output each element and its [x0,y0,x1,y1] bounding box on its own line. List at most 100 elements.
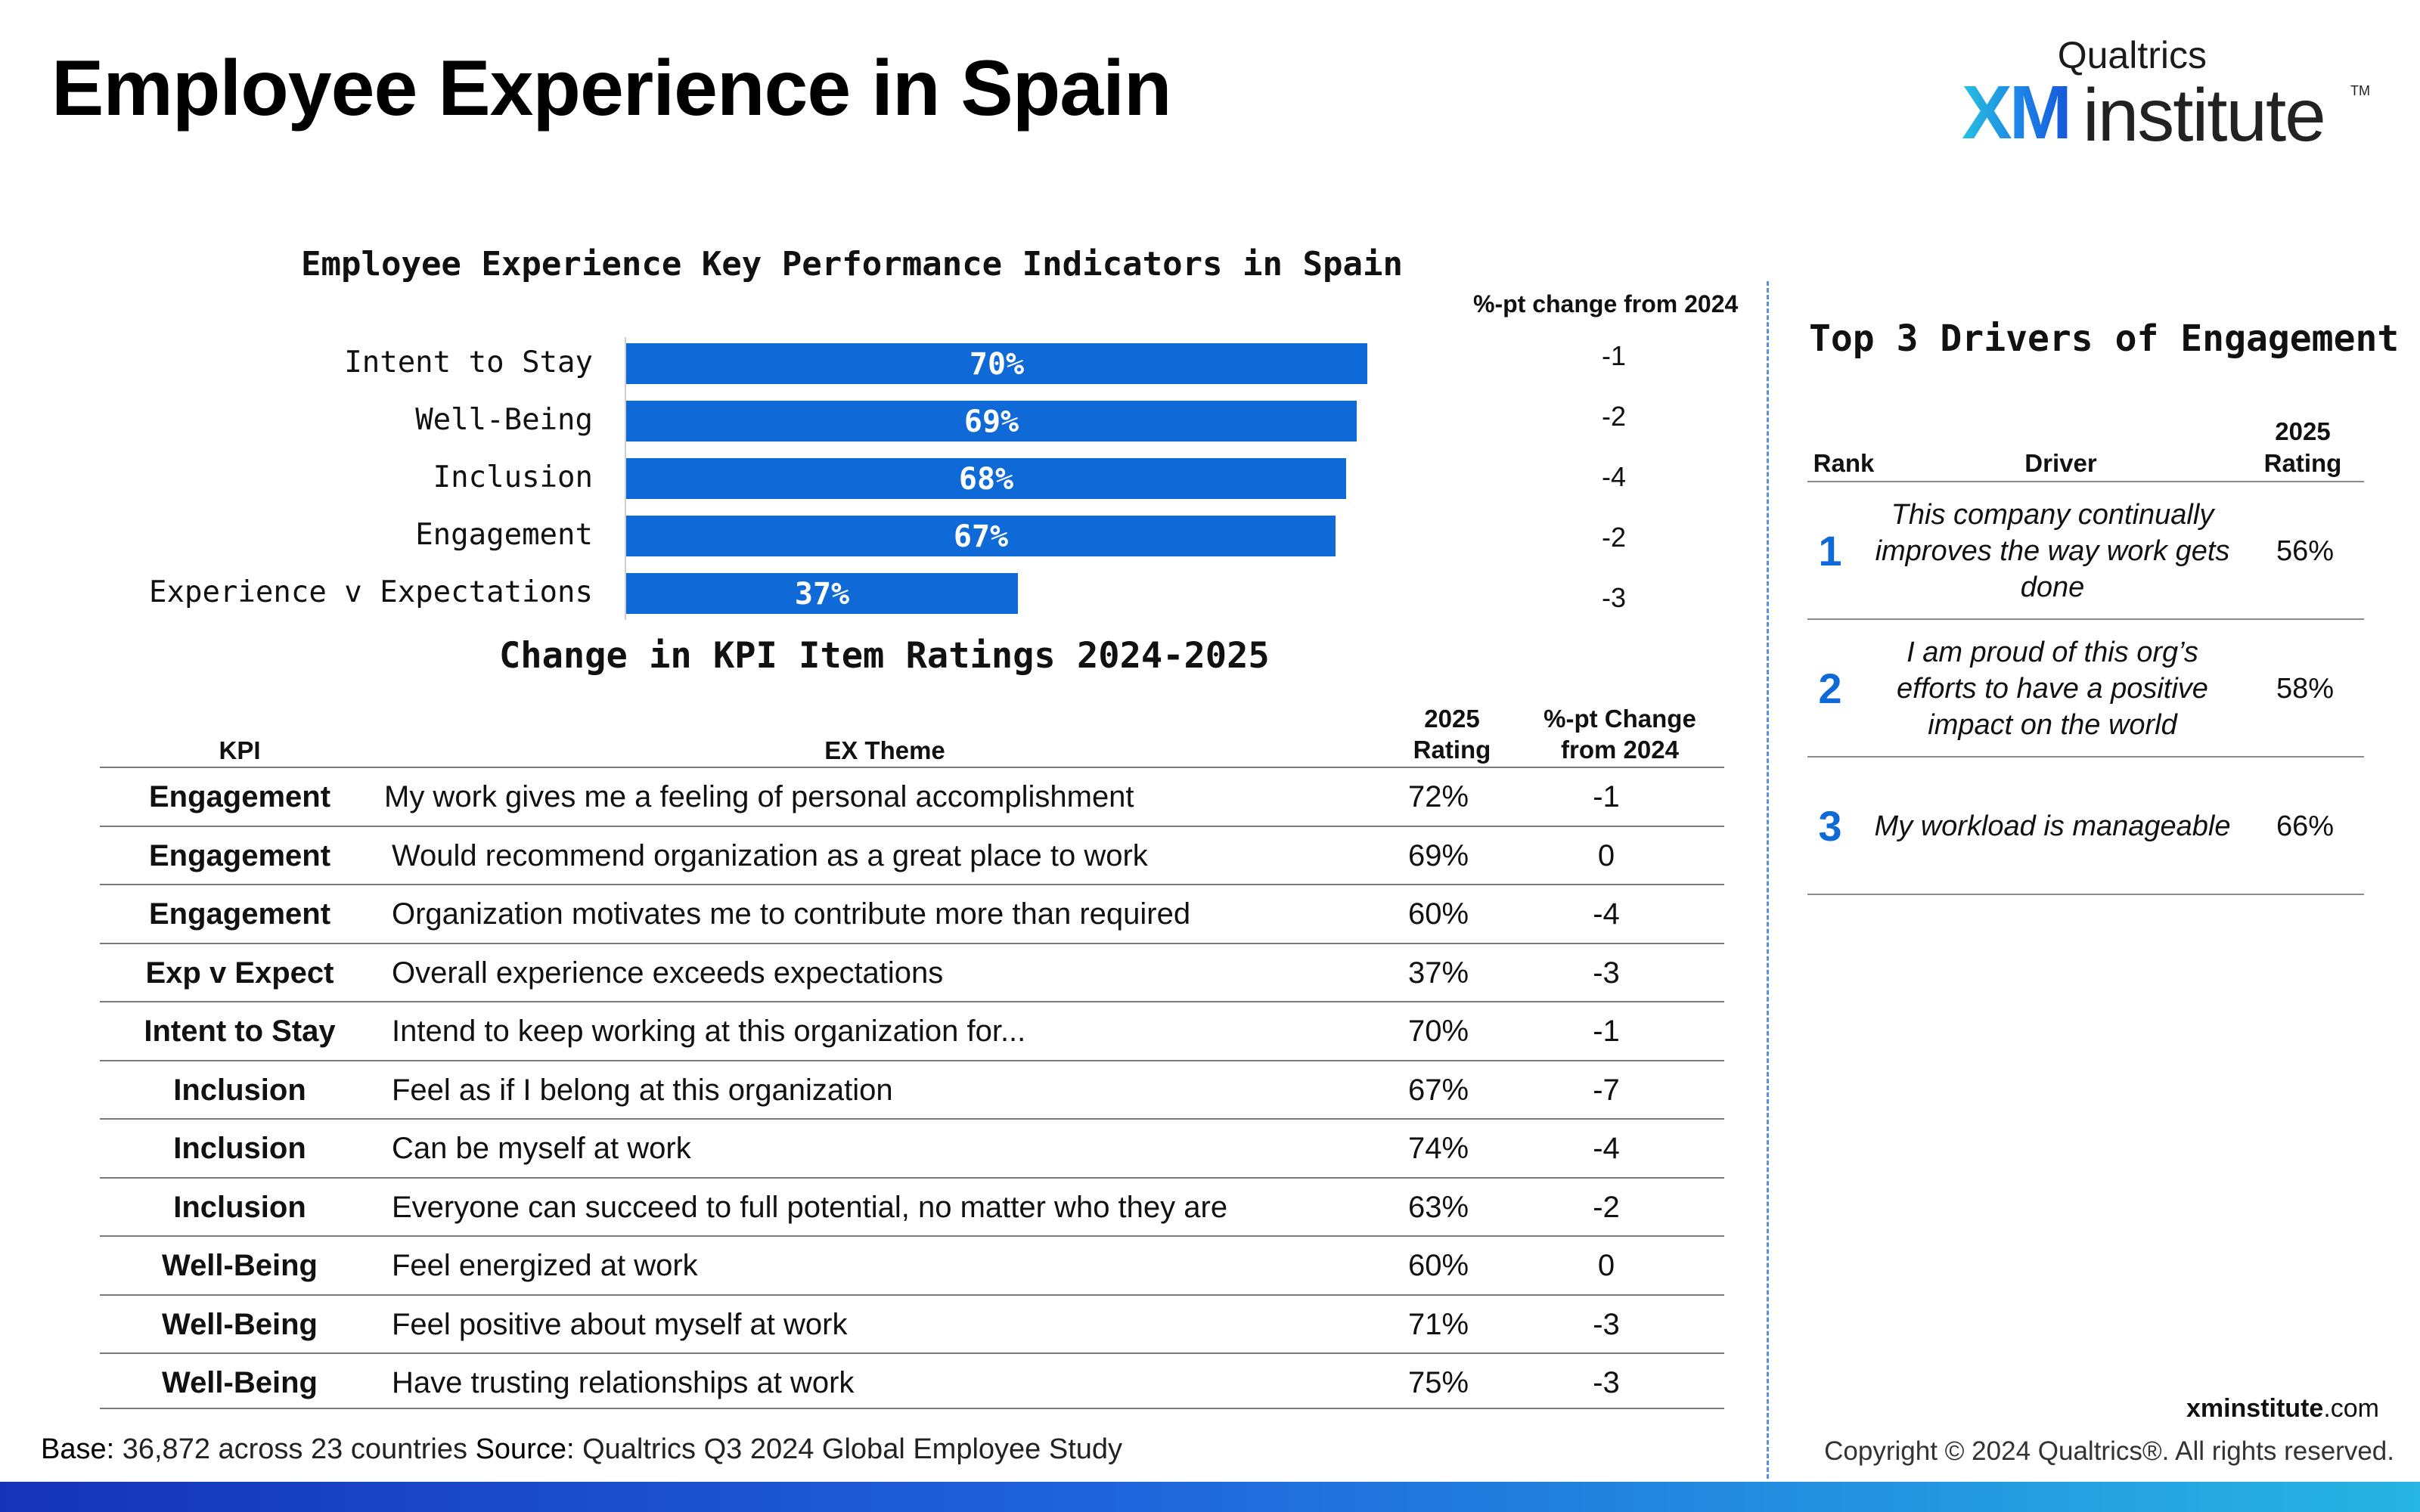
kpi-change-value: -1 [1601,340,1626,371]
site-link-rest: .com [2323,1394,2379,1423]
kpi-change-value: -3 [1601,582,1626,613]
theme-cell: Would recommend organization as a great … [392,838,1148,872]
section-divider [1767,281,1769,1479]
base-label: Base: [41,1433,115,1465]
rating-cell: 37% [1407,956,1469,990]
driver-rating: 56% [2276,535,2335,567]
kpi-bar [626,401,1357,442]
qualtrics-xm-institute-logo: Qualtrics XM institute TM [1962,33,2370,156]
rating-cell: 67% [1407,1073,1469,1107]
page-title: Employee Experience in Spain [51,45,1172,132]
driver-rank: 1 [1818,527,1842,575]
change-cell: -4 [1593,897,1620,931]
kpi-bar [626,516,1336,556]
kpi-cell: Intent to Stay [144,1015,336,1048]
driver-text: My workload is manageable [1874,758,2231,895]
kpi-change-value: -4 [1601,461,1626,492]
kpi-cell: Inclusion [173,1132,306,1165]
theme-cell: Can be myself at work [392,1132,691,1165]
rating-cell: 72% [1407,780,1469,813]
table-row: Engagement Organization motivates me to c… [100,884,1724,943]
chart-axis-line [625,337,626,620]
drivers-header-driver: Driver [2024,449,2097,477]
driver-rating: 58% [2276,673,2335,705]
rating-cell: 63% [1407,1190,1469,1224]
base-text: 36,872 across 23 countries [114,1433,476,1465]
driver-text-content: I am proud of this org’s efforts to have… [1897,637,2208,741]
kpi-cell: Engagement [148,780,331,813]
kpi-bar [626,458,1346,499]
kpi-cell: Exp v Expect [145,956,334,990]
change-column-header: %-pt change from 2024 [1473,290,1739,318]
kpi-cell: Well-Being [162,1249,318,1282]
kpi-cell: Well-Being [162,1366,318,1399]
theme-cell: Everyone can succeed to full potential, … [392,1190,1228,1224]
driver-rank: 3 [1818,802,1842,850]
rating-cell: 60% [1407,1249,1469,1282]
base-source-footnote: Base: 36,872 across 23 countries Source:… [41,1433,1122,1466]
change-cell: -3 [1593,1307,1620,1341]
kpi-table-header-theme: EX Theme [824,736,945,764]
kpi-cell: Inclusion [173,1073,306,1107]
kpi-cell: Engagement [148,838,331,872]
table-row: Engagement My work gives me a feeling of … [100,767,1724,826]
logo-xm-text: XM [1962,70,2072,155]
kpi-bar-value-label: 37% [794,577,850,612]
source-text: Qualtrics Q3 2024 Global Employee Study [574,1433,1123,1465]
kpi-category-label: Well-Being [415,403,593,437]
kpi-cell: Engagement [148,897,331,931]
kpi-table-title: Change in KPI Item Ratings 2024-2025 [499,635,1270,677]
table-row: Intent to Stay Intend to keep working at … [100,1001,1724,1061]
change-cell: 0 [1597,838,1615,872]
table-row: Engagement Would recommend organization a… [100,825,1724,885]
kpi-bar [626,343,1367,384]
change-cell: -3 [1593,1366,1620,1399]
theme-cell: Organization motivates me to contribute … [392,897,1191,931]
drivers-header-rank: Rank [1813,449,1875,477]
kpi-bar-value-label: 69% [963,404,1019,439]
change-cell: -7 [1593,1073,1620,1107]
change-cell: -1 [1593,1015,1620,1048]
driver-text: This company continually improves the wa… [1874,482,2231,620]
logo-qualtrics-text: Qualtrics [2057,34,2207,76]
rating-cell: 75% [1407,1366,1469,1399]
kpi-category-label: Experience v Expectations [149,575,593,609]
driver-text: I am proud of this org’s efforts to have… [1874,620,2231,758]
theme-cell: Feel energized at work [392,1249,698,1282]
kpi-cell: Well-Being [162,1307,318,1341]
driver-rating: 66% [2276,810,2335,842]
kpi-table-bottom-rule [100,1408,1724,1409]
rating-cell: 69% [1407,838,1469,872]
drivers-bottom-rule [1807,894,2364,895]
copyright-text: Copyright © 2024 Qualtrics®. All rights … [1824,1436,2394,1466]
site-link[interactable]: xminstitute.com [2186,1394,2379,1424]
drivers-title: Top 3 Drivers of Engagement [1809,318,2400,360]
table-row: Inclusion Everyone can succeed to full po… [100,1176,1724,1237]
change-cell: -3 [1593,956,1620,990]
driver-text-content: This company continually improves the wa… [1875,499,2230,603]
kpi-chart-title: Employee Experience Key Performance Indi… [301,245,1403,284]
driver-row: 2 I am proud of this org’s efforts to hav… [1807,618,2364,758]
site-link-bold: xminstitute [2186,1394,2324,1423]
theme-cell: Feel as if I belong at this organization [392,1073,893,1107]
kpi-bar [626,573,1018,614]
change-cell: 0 [1597,1249,1615,1282]
source-label: Source: [475,1433,575,1465]
kpi-bar-value-label: 67% [953,519,1009,554]
table-row: Well-Being Feel energized at work 60% 0 [100,1235,1724,1295]
kpi-table-header-rating: 2025 Rating [1413,705,1491,764]
change-cell: -1 [1593,780,1620,813]
kpi-category-label: Engagement [415,518,593,552]
table-row: Inclusion Feel as if I belong at this org… [100,1059,1724,1120]
logo-trademark: TM [2350,83,2370,98]
kpi-bar-value-label: 70% [969,347,1025,382]
logo-institute-text: institute [2083,73,2326,156]
rating-cell: 70% [1407,1015,1469,1048]
rating-cell: 71% [1407,1307,1469,1341]
driver-row: 3 My workload is manageable 66% [1807,756,2364,895]
driver-text-content: My workload is manageable [1874,810,2231,842]
theme-cell: Intend to keep working at this organizat… [392,1015,1026,1048]
kpi-cell: Inclusion [173,1190,306,1224]
table-row: Exp v Expect Overall experience exceeds e… [100,942,1724,1002]
drivers-header-rating: 2025 Rating [2263,417,2342,477]
